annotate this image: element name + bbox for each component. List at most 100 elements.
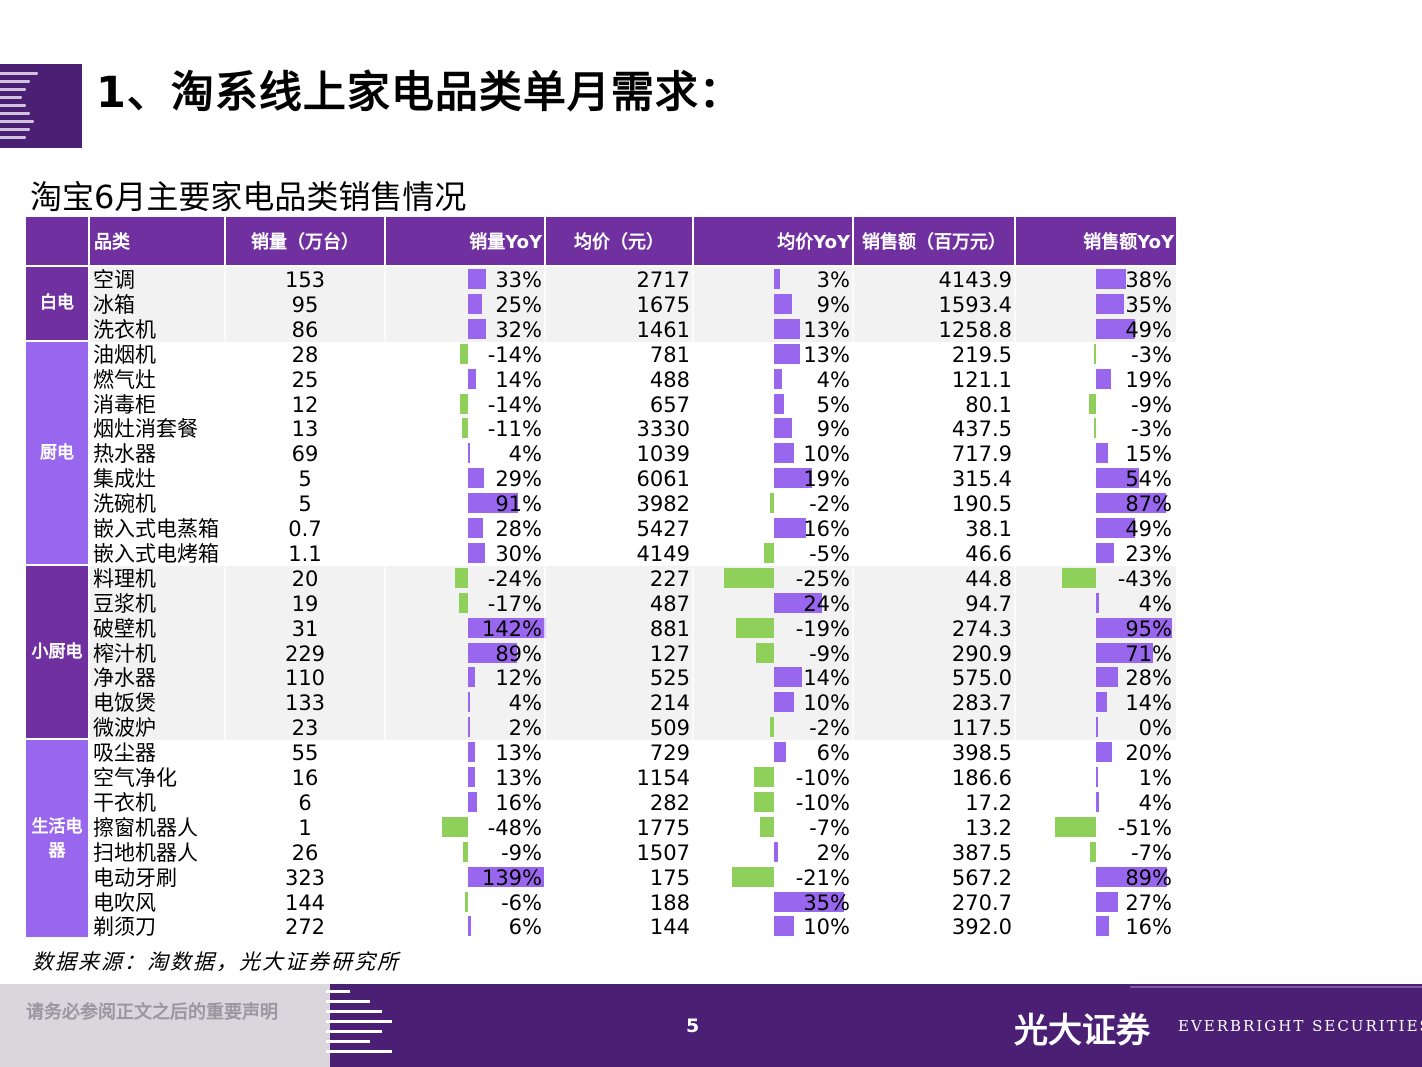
yoy-bar	[774, 443, 794, 464]
price-value: 1461	[636, 317, 690, 342]
footer-stripe	[326, 990, 350, 993]
yoy-bar	[1096, 891, 1118, 912]
yoy-bar	[774, 269, 780, 289]
yoy-bar	[468, 916, 472, 937]
price-value: 487	[649, 591, 690, 616]
price-value: 2717	[636, 268, 690, 292]
qty-yoy-value: 32%	[495, 317, 542, 342]
qty-value: 6	[298, 790, 312, 815]
yoy-bar	[468, 318, 486, 339]
qty-value: 272	[284, 915, 326, 940]
sales-yoy-value: 16%	[1125, 915, 1172, 940]
price-yoy-value: 10%	[803, 442, 850, 467]
sales-value: 283.7	[951, 691, 1012, 716]
group-label: 白电	[26, 267, 88, 340]
price-yoy-value: -25%	[795, 566, 850, 591]
qty-yoy-value: -24%	[487, 566, 542, 591]
price-yoy-value: 3%	[816, 268, 850, 292]
page-title: 1、淘系线上家电品类单月需求：	[96, 68, 743, 118]
sales-value: 94.7	[965, 591, 1012, 616]
qty-value: 69	[291, 442, 319, 467]
yoy-bar	[1096, 493, 1166, 514]
qty-value: 1	[298, 815, 312, 840]
price-value: 1039	[636, 442, 690, 467]
sales-value: 186.6	[951, 766, 1012, 790]
category-name: 电动牙刷	[93, 865, 177, 890]
yoy-bar	[774, 393, 784, 414]
category-name: 扫地机器人	[93, 840, 198, 865]
category-name: 净水器	[93, 666, 156, 691]
sales-value: 4143.9	[938, 268, 1012, 292]
yoy-bar	[754, 791, 774, 812]
price-value: 1675	[636, 292, 690, 317]
sales-value: 121.1	[951, 367, 1012, 392]
qty-value: 110	[284, 666, 326, 691]
price-value: 881	[649, 616, 690, 641]
yoy-bar	[1096, 468, 1140, 489]
yoy-bar	[1096, 318, 1136, 339]
yoy-bar	[1061, 567, 1096, 588]
sales-yoy-value: 1%	[1138, 766, 1172, 790]
qty-yoy-value: -11%	[487, 417, 542, 442]
price-yoy-value: 19%	[803, 467, 850, 492]
footer-stripe	[1130, 986, 1422, 988]
yoy-bar	[468, 742, 476, 763]
category-name: 消毒柜	[93, 392, 156, 417]
sales-table: 品类 销量（万台） 销量YoY 均价（元） 均价YoY 销售额（百万元） 销售额…	[26, 217, 1176, 941]
yoy-bar	[468, 791, 477, 812]
logo-stripe	[0, 72, 38, 75]
yoy-bar	[1090, 841, 1096, 862]
category-name: 电饭煲	[93, 691, 156, 716]
qty-yoy-value: 12%	[495, 666, 542, 691]
group-label: 小厨电	[26, 565, 88, 739]
yoy-bar	[468, 767, 476, 787]
logo-stripe	[0, 120, 34, 123]
yoy-bar	[1096, 542, 1115, 563]
qty-value: 16	[291, 766, 319, 790]
category-name: 剃须刀	[93, 915, 156, 940]
qty-value: 95	[291, 292, 319, 317]
yoy-bar	[760, 816, 774, 837]
price-yoy-value: 16%	[803, 517, 850, 541]
qty-yoy-value: -9%	[501, 840, 542, 865]
logo-stripe	[0, 112, 30, 115]
sales-yoy-value: 0%	[1138, 716, 1172, 741]
sales-value: 1258.8	[938, 317, 1012, 342]
price-yoy-value: 24%	[803, 591, 850, 616]
qty-value: 31	[291, 616, 319, 641]
qty-value: 5	[298, 467, 312, 492]
table-row-bg	[90, 590, 1176, 616]
category-name: 洗碗机	[93, 492, 156, 517]
qty-yoy-value: 4%	[508, 691, 542, 716]
sales-value: 392.0	[951, 915, 1012, 940]
sales-value: 46.6	[965, 541, 1012, 566]
yoy-bar	[468, 667, 475, 688]
category-name: 冰箱	[93, 292, 135, 317]
qty-value: 26	[291, 840, 319, 865]
sales-value: 274.3	[951, 616, 1012, 641]
yoy-bar	[770, 493, 774, 514]
sales-yoy-value: -3%	[1131, 417, 1172, 442]
sales-yoy-value: 4%	[1138, 790, 1172, 815]
price-yoy-value: -5%	[809, 541, 850, 566]
qty-yoy-value: -48%	[487, 815, 542, 840]
price-yoy-value: -7%	[809, 815, 850, 840]
price-value: 1775	[636, 815, 690, 840]
qty-yoy-value: 13%	[495, 741, 542, 766]
price-value: 509	[649, 716, 690, 741]
sales-yoy-value: -3%	[1131, 342, 1172, 367]
yoy-bar	[1096, 667, 1119, 688]
price-yoy-value: 9%	[816, 417, 850, 442]
footer-stripe	[326, 1010, 382, 1013]
table-row-bg	[90, 665, 1176, 691]
yoy-bar	[441, 816, 468, 837]
yoy-bar	[774, 592, 822, 613]
qty-yoy-value: 16%	[495, 790, 542, 815]
sales-value: 717.9	[951, 442, 1012, 467]
qty-yoy-value: -17%	[487, 591, 542, 616]
yoy-bar	[774, 667, 802, 688]
qty-yoy-value: 28%	[495, 517, 542, 541]
price-yoy-value: -2%	[809, 492, 850, 517]
price-yoy-value: 13%	[803, 342, 850, 367]
yoy-bar	[468, 617, 547, 638]
